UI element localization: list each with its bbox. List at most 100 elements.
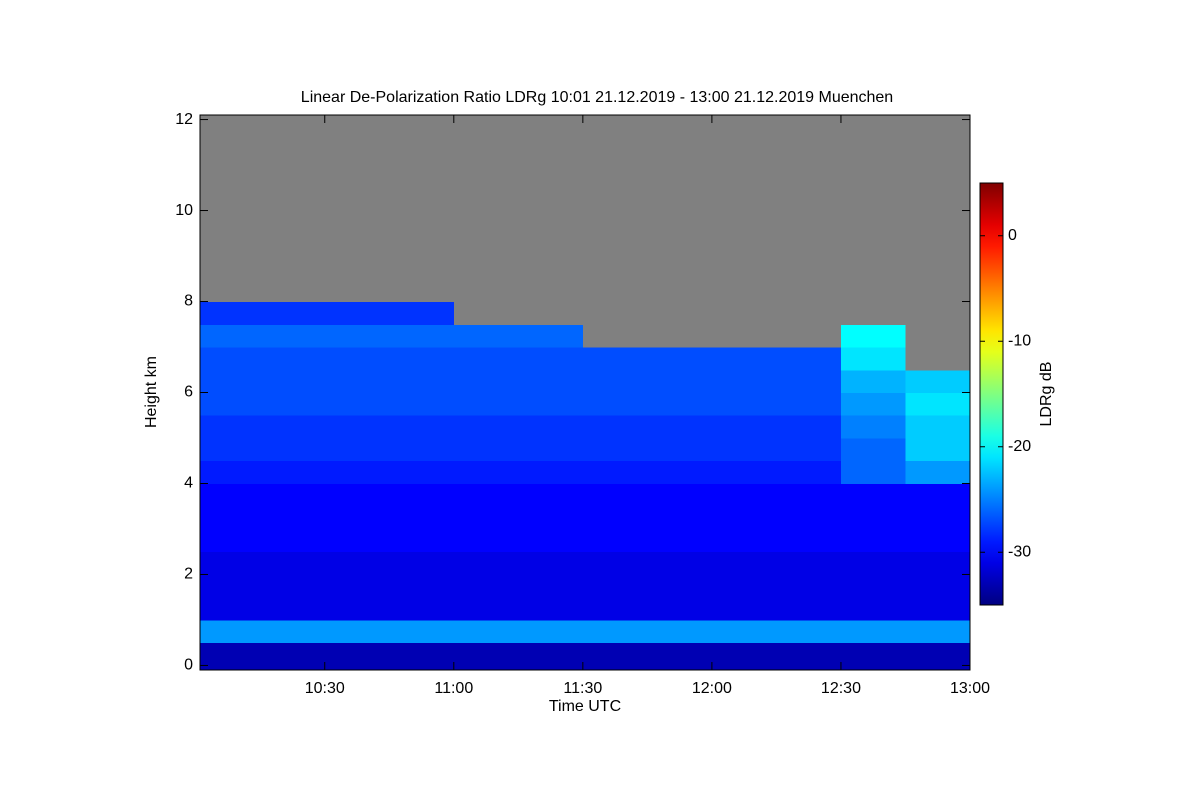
colorbar-tick-label: 0 [1008, 227, 1017, 244]
heatmap-cell [776, 415, 842, 439]
x-tick-label: 11:30 [563, 680, 602, 697]
heatmap-cell [389, 460, 455, 484]
heatmap-cell [711, 301, 777, 325]
heatmap-cell [582, 119, 648, 143]
heatmap-cell [389, 392, 455, 416]
heatmap-cell [200, 597, 261, 621]
heatmap-cell [260, 165, 326, 189]
heatmap-cell [260, 506, 326, 530]
heatmap-cell [518, 324, 584, 348]
heatmap-cell [582, 528, 648, 553]
heatmap-cell [260, 187, 326, 212]
heatmap-cell [518, 483, 584, 507]
heatmap-cell [324, 483, 390, 507]
heatmap-cell [200, 506, 261, 530]
y-tick-label: 6 [184, 384, 193, 401]
heatmap-cell [840, 460, 906, 484]
heatmap-cell [260, 278, 326, 303]
heatmap-cell [389, 301, 455, 325]
heatmap-cell [840, 301, 906, 325]
heatmap-cell [776, 597, 842, 621]
heatmap-cell [647, 324, 713, 348]
heatmap-cell [324, 506, 390, 530]
heatmap-cell [711, 642, 777, 666]
heatmap-cell [711, 233, 777, 257]
heatmap-cell [389, 597, 455, 621]
heatmap-cell [389, 415, 455, 439]
heatmap-cell [840, 187, 906, 212]
heatmap-cell [389, 347, 455, 371]
heatmap-cell [905, 642, 971, 666]
heatmap-cell [453, 597, 519, 621]
heatmap-cell [582, 233, 648, 257]
heatmap-cell [324, 551, 390, 575]
heatmap-cell [776, 392, 842, 416]
heatmap-cell [905, 597, 971, 621]
heatmap-cell [647, 210, 713, 234]
heatmap-cell [647, 619, 713, 644]
x-tick-label: 13:00 [950, 680, 990, 697]
heatmap-cell [453, 324, 519, 348]
heatmap-cell [582, 437, 648, 462]
heatmap-cell [518, 437, 584, 462]
heatmap-cell [711, 210, 777, 234]
heatmap-cell [647, 142, 713, 166]
heatmap-cell [200, 392, 261, 416]
heatmap-cell [260, 483, 326, 507]
heatmap-cell [324, 528, 390, 553]
heatmap-cell [905, 301, 971, 325]
heatmap-cell [647, 415, 713, 439]
heatmap-cell [776, 619, 842, 644]
heatmap-cell [840, 142, 906, 166]
heatmap-cell [200, 324, 261, 348]
heatmap-cell [647, 506, 713, 530]
y-tick-label: 0 [184, 657, 193, 674]
heatmap-cell [453, 347, 519, 371]
heatmap-cell [324, 301, 390, 325]
heatmap-cell [324, 256, 390, 280]
heatmap-cell [200, 301, 261, 325]
heatmap-cell [518, 415, 584, 439]
heatmap-cell [840, 551, 906, 575]
heatmap-cell [647, 347, 713, 371]
heatmap-cell [260, 528, 326, 553]
heatmap-cell [324, 278, 390, 303]
heatmap-cell [647, 119, 713, 143]
heatmap-cell [776, 460, 842, 484]
heatmap-cell [776, 301, 842, 325]
heatmap-cell [582, 347, 648, 371]
heatmap-cell [260, 369, 326, 393]
heatmap-cell [905, 119, 971, 143]
heatmap-cell [453, 278, 519, 303]
heatmap-cell [518, 187, 584, 212]
heatmap-cell [200, 574, 261, 598]
heatmap-cell [389, 278, 455, 303]
heatmap-cell [518, 210, 584, 234]
heatmap-cell [647, 369, 713, 393]
heatmap-cell [776, 347, 842, 371]
heatmap-cell [776, 142, 842, 166]
heatmap-cell [200, 210, 261, 234]
colorbar-label: LDRg dB [1038, 362, 1055, 427]
heatmap-cell [582, 165, 648, 189]
heatmap-cell [582, 460, 648, 484]
heatmap-cell [324, 597, 390, 621]
heatmap-cell [647, 642, 713, 666]
heatmap-cell [647, 301, 713, 325]
heatmap-cell [518, 278, 584, 303]
heatmap-cell [711, 619, 777, 644]
heatmap-cell [453, 142, 519, 166]
heatmap-cell [389, 437, 455, 462]
heatmap-cell [200, 187, 261, 212]
heatmap-cell [518, 597, 584, 621]
heatmap-cell [711, 437, 777, 462]
heatmap-cell [905, 324, 971, 348]
heatmap-cell [711, 324, 777, 348]
heatmap-cell [840, 437, 906, 462]
colorbar [979, 182, 1004, 606]
heatmap-cell [324, 415, 390, 439]
heatmap-cell [200, 642, 261, 666]
heatmap-cell [389, 506, 455, 530]
heatmap-cell [711, 597, 777, 621]
